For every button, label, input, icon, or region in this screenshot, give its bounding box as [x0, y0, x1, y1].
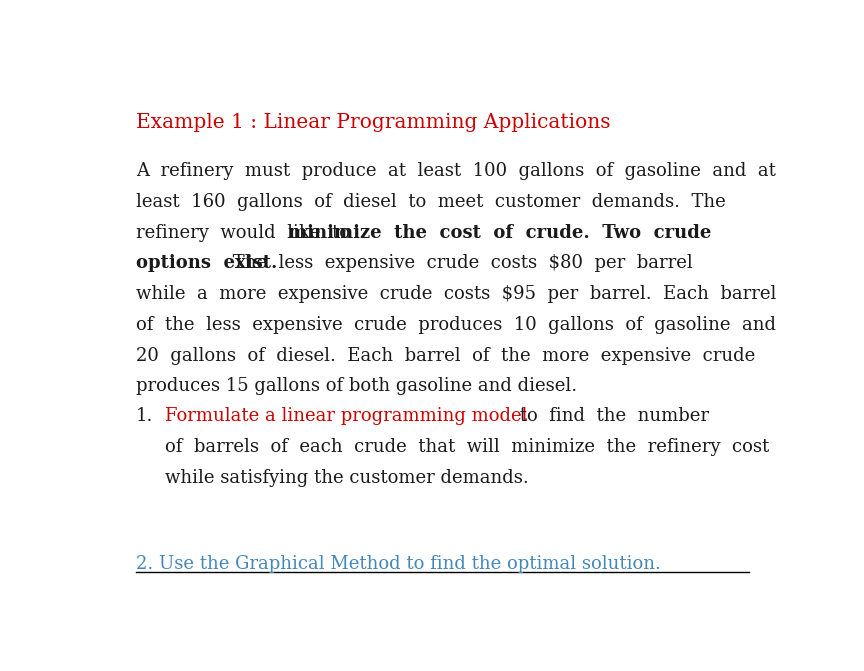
Text: of  barrels  of  each  crude  that  will  minimize  the  refinery  cost: of barrels of each crude that will minim… — [165, 437, 769, 456]
Text: 2. Use the Graphical Method to find the optimal solution.: 2. Use the Graphical Method to find the … — [137, 555, 661, 573]
Text: options  exist.: options exist. — [137, 254, 277, 272]
Text: refinery  would  like  to: refinery would like to — [137, 223, 362, 242]
Text: produces 15 gallons of both gasoline and diesel.: produces 15 gallons of both gasoline and… — [137, 377, 577, 395]
Text: A  refinery  must  produce  at  least  100  gallons  of  gasoline  and  at: A refinery must produce at least 100 gal… — [137, 162, 776, 180]
Text: of  the  less  expensive  crude  produces  10  gallons  of  gasoline  and: of the less expensive crude produces 10 … — [137, 316, 776, 334]
Text: minimize  the  cost  of  crude.  Two  crude: minimize the cost of crude. Two crude — [288, 223, 711, 242]
Text: while  a  more  expensive  crude  costs  $95  per  barrel.  Each  barrel: while a more expensive crude costs $95 p… — [137, 285, 777, 303]
Text: The  less  expensive  crude  costs  $80  per  barrel: The less expensive crude costs $80 per b… — [227, 254, 693, 272]
Text: Example 1 : Linear Programming Applications: Example 1 : Linear Programming Applicati… — [137, 113, 611, 132]
Text: 1.: 1. — [137, 407, 154, 425]
Text: to  find  the  number: to find the number — [514, 407, 709, 425]
Text: 20  gallons  of  diesel.  Each  barrel  of  the  more  expensive  crude: 20 gallons of diesel. Each barrel of the… — [137, 347, 755, 364]
Text: Formulate a linear programming model: Formulate a linear programming model — [165, 407, 527, 425]
Text: while satisfying the customer demands.: while satisfying the customer demands. — [165, 468, 529, 486]
Text: least  160  gallons  of  diesel  to  meet  customer  demands.  The: least 160 gallons of diesel to meet cust… — [137, 193, 726, 211]
